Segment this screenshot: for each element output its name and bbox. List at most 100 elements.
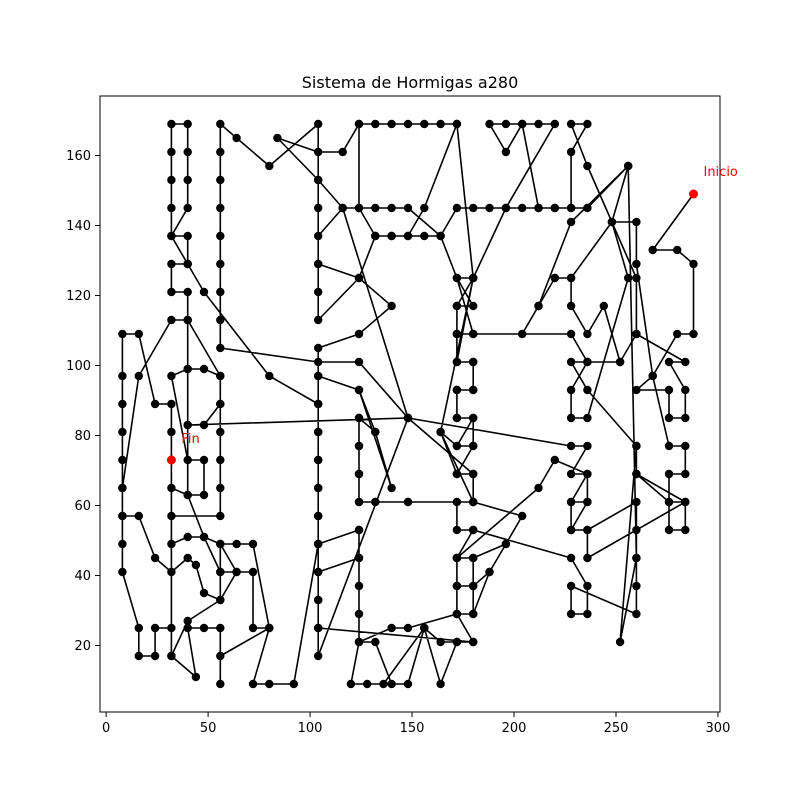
city-point [607,217,617,227]
y-tick-label: 80 [74,429,91,444]
city-point [118,483,127,493]
city-point [354,637,364,647]
city-point [583,581,592,591]
city-point [354,497,364,507]
x-tick-label: 50 [200,721,217,736]
city-point [566,203,576,213]
city-point [387,119,396,129]
city-point [632,273,641,283]
city-point [167,175,176,185]
city-point [452,441,462,451]
city-point [216,427,225,437]
city-point [118,427,127,437]
city-point [632,217,641,227]
city-point [452,525,462,535]
city-point [216,203,225,213]
city-point [216,147,225,157]
city-point [518,511,527,521]
city-point [118,567,127,577]
city-point [452,553,462,563]
city-point [248,679,258,689]
city-point [363,679,372,689]
city-point [183,231,192,241]
plot-area [118,119,698,689]
city-point [199,588,209,598]
city-point [469,357,478,367]
city-point [452,357,462,367]
city-point [216,343,225,353]
city-point [664,525,674,535]
city-point [167,119,176,129]
city-point [183,420,192,430]
city-point [689,259,698,269]
city-point [167,567,176,577]
city-point [452,637,462,647]
city-point [314,623,323,633]
city-point [485,203,494,213]
x-tick-label: 0 [102,721,110,736]
start-label: Inicio [703,165,737,180]
city-point [387,203,396,213]
city-point [118,539,127,549]
city-point [167,287,176,297]
city-point [183,364,192,374]
city-point [673,329,682,339]
city-point [150,399,160,409]
city-point [118,329,127,339]
city-point [216,679,225,689]
city-point [681,441,690,451]
city-point [216,511,225,521]
city-point [314,483,323,493]
city-point [314,287,323,297]
city-point [632,441,641,451]
city-point [420,119,429,129]
chart-title: Sistema de Hormigas a280 [302,73,519,92]
city-point [436,679,445,689]
city-point [632,525,641,535]
city-point [632,497,641,507]
city-point [379,679,388,689]
x-axis: 0 50 100 150 200 250 300 [102,712,730,736]
city-point [183,490,192,500]
city-point [314,595,323,605]
x-tick-label: 300 [706,721,731,736]
city-point [403,231,413,241]
city-point [216,567,225,577]
city-point [452,301,462,311]
city-point [566,385,576,395]
city-point [216,119,225,129]
city-markers [118,119,698,689]
end-label: Fin [181,432,199,447]
city-point [452,497,462,507]
city-point [583,497,592,507]
city-point [314,455,323,465]
start-point [688,189,698,199]
city-point [583,357,592,367]
city-point [216,539,225,549]
city-point [566,147,576,157]
city-point [248,567,258,577]
city-point [583,385,592,395]
city-point [664,357,674,367]
city-point [248,623,258,633]
city-point [566,301,576,311]
y-tick-label: 140 [66,219,91,234]
city-point [632,581,641,591]
city-point [664,413,674,423]
city-point [183,203,192,213]
city-point [403,119,413,129]
y-tick-label: 20 [74,639,91,654]
city-point [354,203,364,213]
city-point [183,553,192,563]
city-point [583,609,592,619]
city-point [199,623,209,633]
city-point [314,231,323,241]
city-point [183,119,192,129]
city-point [371,497,380,507]
city-point [232,567,241,577]
city-point [583,161,592,171]
tour-line [121,123,695,685]
city-point [469,581,478,591]
city-point [183,623,192,633]
city-point [452,119,462,129]
